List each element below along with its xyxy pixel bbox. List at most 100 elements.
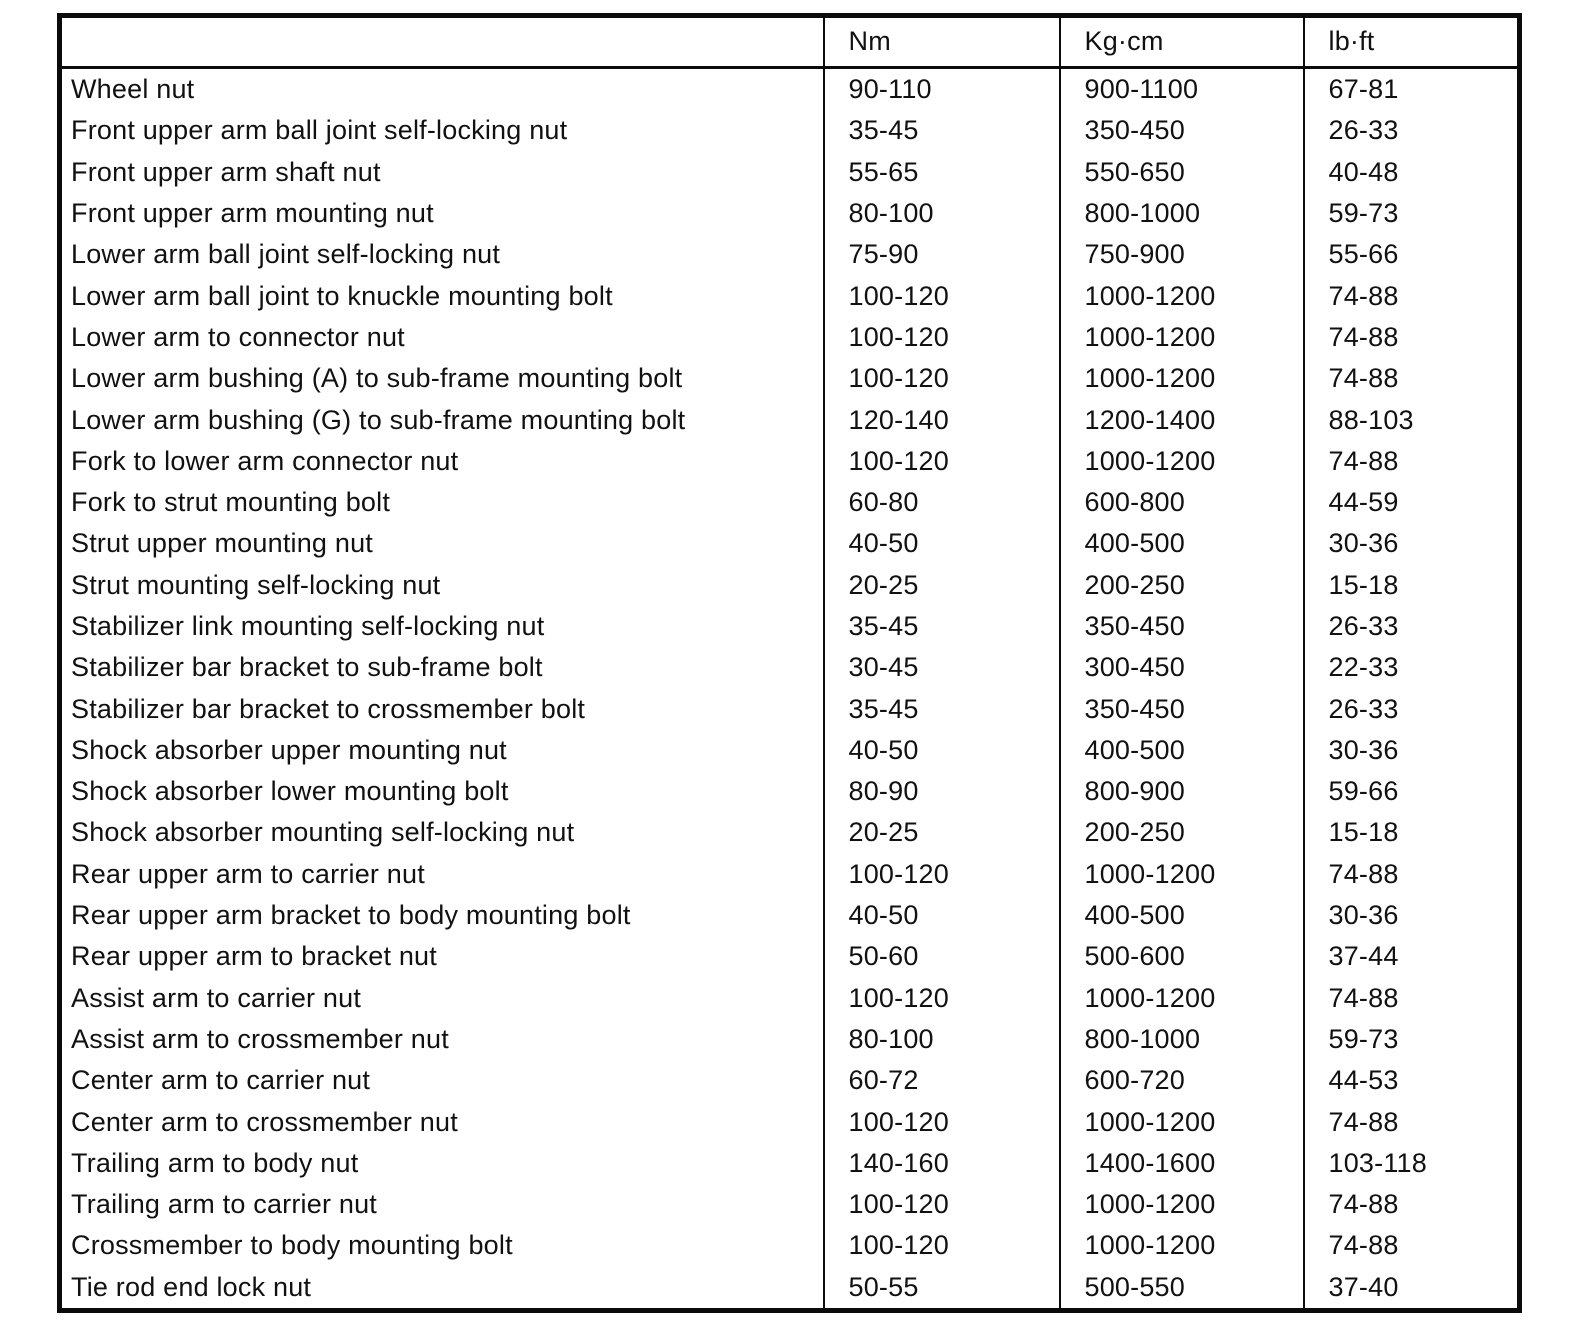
fastener-label: Strut mounting self-locking nut xyxy=(71,569,441,600)
torque-value-lbft: 74-88 xyxy=(1302,1101,1520,1143)
table-row: Lower arm bushing (G) to sub-frame mount… xyxy=(60,399,1520,441)
fastener-label: Center arm to crossmember nut xyxy=(71,1106,458,1137)
table-row: Tie rod end lock nut 50-55 500-550 37-40 xyxy=(60,1266,1520,1311)
torque-value-nm: 35-45 xyxy=(822,605,1060,648)
fastener-label: Tie rod end lock nut xyxy=(71,1271,312,1302)
torque-value-kgcm: 350-450 xyxy=(1058,110,1304,152)
fastener-label: Stabilizer bar bracket to sub-frame bolt xyxy=(71,652,543,683)
torque-value-nm: 100-120 xyxy=(822,1225,1060,1267)
torque-value-lbft: 55-66 xyxy=(1302,234,1520,276)
table-row: Trailing arm to body nut 140-160 1400-1600… xyxy=(60,1142,1520,1185)
torque-value-nm: 90-110 xyxy=(822,67,1060,111)
torque-value-lbft: 30-36 xyxy=(1302,894,1520,937)
torque-value-kgcm: 800-1000 xyxy=(1058,1018,1304,1061)
torque-value-lbft: 26-33 xyxy=(1302,605,1520,648)
fastener-label: Fork to lower arm connector nut xyxy=(71,445,459,476)
table-row: Front upper arm mounting nut 80-100 800-10… xyxy=(60,192,1520,235)
torque-value-nm: 40-50 xyxy=(822,523,1060,565)
torque-value-nm: 50-60 xyxy=(822,936,1060,978)
torque-value-lbft: 22-33 xyxy=(1302,647,1520,689)
torque-value-kgcm: 800-1000 xyxy=(1058,192,1304,235)
torque-value-lbft: 74-88 xyxy=(1302,1184,1520,1226)
table-row: Stabilizer link mounting self-locking nu… xyxy=(60,605,1520,648)
torque-value-nm: 100-120 xyxy=(822,275,1060,317)
table-row: Fork to strut mounting bolt 60-80 600-800 4… xyxy=(60,481,1520,524)
fastener-label: Wheel nut xyxy=(71,74,195,105)
table-row: Crossmember to body mounting bolt 100-120… xyxy=(60,1225,1520,1267)
torque-value-lbft: 59-66 xyxy=(1302,771,1520,813)
torque-value-kgcm: 800-900 xyxy=(1058,771,1304,813)
torque-value-nm: 30-45 xyxy=(822,647,1060,689)
torque-value-nm: 35-45 xyxy=(822,688,1060,730)
table-row: Fork to lower arm connector nut 100-120 10… xyxy=(60,440,1520,482)
torque-value-lbft: 26-33 xyxy=(1302,110,1520,152)
torque-value-lbft: 103-118 xyxy=(1302,1142,1520,1185)
torque-value-lbft: 74-88 xyxy=(1302,316,1520,359)
torque-value-kgcm: 750-900 xyxy=(1058,234,1304,276)
table-row: Assist arm to crossmember nut 80-100 800-1… xyxy=(60,1018,1520,1061)
torque-value-lbft: 30-36 xyxy=(1302,523,1520,565)
torque-value-kgcm: 900-1100 xyxy=(1058,67,1304,111)
torque-value-lbft: 15-18 xyxy=(1302,564,1520,606)
table-row: Rear upper arm to bracket nut 50-60 500-60… xyxy=(60,936,1520,978)
torque-value-kgcm: 500-600 xyxy=(1058,936,1304,978)
torque-value-kgcm: 600-800 xyxy=(1058,481,1304,524)
torque-value-lbft: 37-40 xyxy=(1302,1266,1520,1311)
table-row: Shock absorber upper mounting nut 40-50 40… xyxy=(60,729,1520,772)
torque-value-kgcm: 1000-1200 xyxy=(1058,1184,1304,1226)
torque-value-nm: 35-45 xyxy=(822,110,1060,152)
torque-value-kgcm: 1000-1200 xyxy=(1058,1225,1304,1267)
fastener-label: Lower arm ball joint to knuckle mounting… xyxy=(71,280,613,311)
fastener-label: Shock absorber upper mounting nut xyxy=(71,734,507,765)
torque-value-nm: 20-25 xyxy=(822,564,1060,606)
torque-value-lbft: 74-88 xyxy=(1302,440,1520,482)
torque-value-lbft: 44-53 xyxy=(1302,1060,1520,1102)
table-row: Shock absorber lower mounting bolt 80-90 8… xyxy=(60,771,1520,813)
torque-value-nm: 80-100 xyxy=(822,192,1060,235)
torque-value-kgcm: 1000-1200 xyxy=(1058,977,1304,1019)
torque-value-nm: 100-120 xyxy=(822,853,1060,895)
torque-value-nm: 100-120 xyxy=(822,358,1060,400)
torque-value-lbft: 30-36 xyxy=(1302,729,1520,772)
torque-value-kgcm: 1000-1200 xyxy=(1058,358,1304,400)
torque-value-lbft: 74-88 xyxy=(1302,358,1520,400)
fastener-label: Trailing arm to body nut xyxy=(71,1147,359,1178)
torque-value-kgcm: 400-500 xyxy=(1058,523,1304,565)
torque-value-nm: 60-80 xyxy=(822,481,1060,524)
torque-value-lbft: 88-103 xyxy=(1302,399,1520,441)
fastener-label: Lower arm ball joint self-locking nut xyxy=(71,239,501,270)
table-row: Rear upper arm bracket to body mounting … xyxy=(60,894,1520,937)
torque-value-kgcm: 350-450 xyxy=(1058,688,1304,730)
torque-value-nm: 100-120 xyxy=(822,977,1060,1019)
header-cell-nm: Nm xyxy=(822,15,1060,69)
table-row: Shock absorber mounting self-locking nut… xyxy=(60,812,1520,854)
table-row: Strut upper mounting nut 40-50 400-500 30-3… xyxy=(60,523,1520,565)
torque-value-kgcm: 1000-1200 xyxy=(1058,440,1304,482)
torque-value-kgcm: 1400-1600 xyxy=(1058,1142,1304,1185)
torque-value-nm: 50-55 xyxy=(822,1266,1060,1311)
torque-value-kgcm: 400-500 xyxy=(1058,894,1304,937)
fastener-label: Shock absorber mounting self-locking nut xyxy=(71,817,575,848)
torque-value-lbft: 74-88 xyxy=(1302,853,1520,895)
torque-value-kgcm: 1000-1200 xyxy=(1058,1101,1304,1143)
fastener-label: Trailing arm to carrier nut xyxy=(71,1189,377,1220)
table-row: Lower arm ball joint self-locking nut 75-… xyxy=(60,234,1520,276)
table-row: Stabilizer bar bracket to sub-frame bolt… xyxy=(60,647,1520,689)
torque-value-nm: 80-100 xyxy=(822,1018,1060,1061)
table-row: Assist arm to carrier nut 100-120 1000-120… xyxy=(60,977,1520,1019)
torque-value-lbft: 59-73 xyxy=(1302,1018,1520,1061)
torque-value-lbft: 74-88 xyxy=(1302,977,1520,1019)
torque-value-lbft: 74-88 xyxy=(1302,1225,1520,1267)
torque-value-lbft: 67-81 xyxy=(1302,67,1520,111)
torque-value-nm: 60-72 xyxy=(822,1060,1060,1102)
fastener-label: Front upper arm shaft nut xyxy=(71,156,381,187)
table-row: Front upper arm shaft nut 55-65 550-650 40-… xyxy=(60,151,1520,193)
torque-value-kgcm: 1000-1200 xyxy=(1058,275,1304,317)
fastener-label: Rear upper arm to carrier nut xyxy=(71,858,425,889)
torque-value-lbft: 44-59 xyxy=(1302,481,1520,524)
torque-value-kgcm: 1000-1200 xyxy=(1058,853,1304,895)
fastener-label: Fork to strut mounting bolt xyxy=(71,487,391,518)
fastener-label: Assist arm to carrier nut xyxy=(71,982,362,1013)
fastener-label: Center arm to carrier nut xyxy=(71,1065,371,1096)
